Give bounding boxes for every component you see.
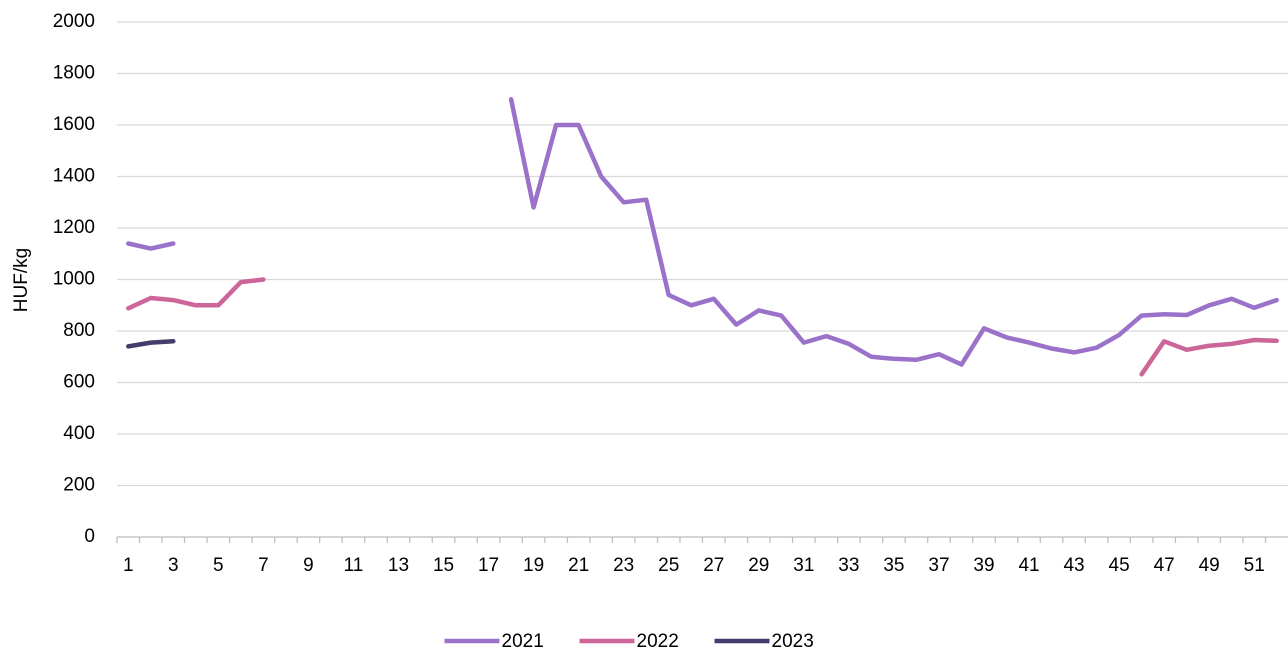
line-series: [126, 97, 1279, 367]
line-series: [126, 277, 1279, 377]
legend-label: 2023: [772, 631, 814, 652]
y-tick-label: 1000: [53, 269, 95, 290]
x-tick-label: 31: [793, 555, 814, 576]
y-tick-label: 600: [63, 372, 95, 393]
y-tick-label: 400: [63, 423, 95, 444]
x-tick-label: 29: [748, 555, 769, 576]
x-tick-label: 23: [613, 555, 634, 576]
x-tick-label: 3: [168, 555, 179, 576]
y-axis-label: HUF/kg: [11, 248, 32, 312]
x-tick-label: 39: [973, 555, 994, 576]
y-tick-label: 1400: [53, 166, 95, 187]
legend-label: 2021: [502, 631, 544, 652]
y-tick-label: 2000: [53, 11, 95, 32]
x-tick-label: 5: [213, 555, 224, 576]
x-tick-label: 47: [1154, 555, 1175, 576]
line-series: [126, 339, 176, 349]
x-tick-label: 37: [928, 555, 949, 576]
x-tick-label: 41: [1018, 555, 1039, 576]
y-tick-label: 1200: [53, 217, 95, 238]
x-tick-label: 45: [1109, 555, 1130, 576]
x-tick-label: 9: [303, 555, 314, 576]
x-tick-label: 27: [703, 555, 724, 576]
y-tick-label: 200: [63, 475, 95, 496]
x-tick-label: 49: [1199, 555, 1220, 576]
x-tick-label: 11: [344, 555, 364, 576]
y-tick-label: 800: [63, 320, 95, 341]
x-tick-label: 21: [568, 555, 589, 576]
y-tick-label: 0: [84, 526, 95, 547]
y-tick-label: 1600: [53, 114, 95, 135]
legend-label: 2022: [637, 631, 679, 652]
x-tick-label: 35: [883, 555, 904, 576]
x-tick-label: 15: [433, 555, 454, 576]
x-tick-label: 25: [658, 555, 679, 576]
x-tick-label: 19: [523, 555, 544, 576]
x-tick-label: 43: [1063, 555, 1084, 576]
y-tick-label: 1800: [53, 63, 95, 84]
x-tick-label: 13: [388, 555, 409, 576]
x-tick-label: 7: [258, 555, 269, 576]
x-tick-label: 17: [478, 555, 499, 576]
x-tick-label: 51: [1244, 555, 1265, 576]
x-tick-label: 1: [123, 555, 134, 576]
x-tick-label: 33: [838, 555, 859, 576]
